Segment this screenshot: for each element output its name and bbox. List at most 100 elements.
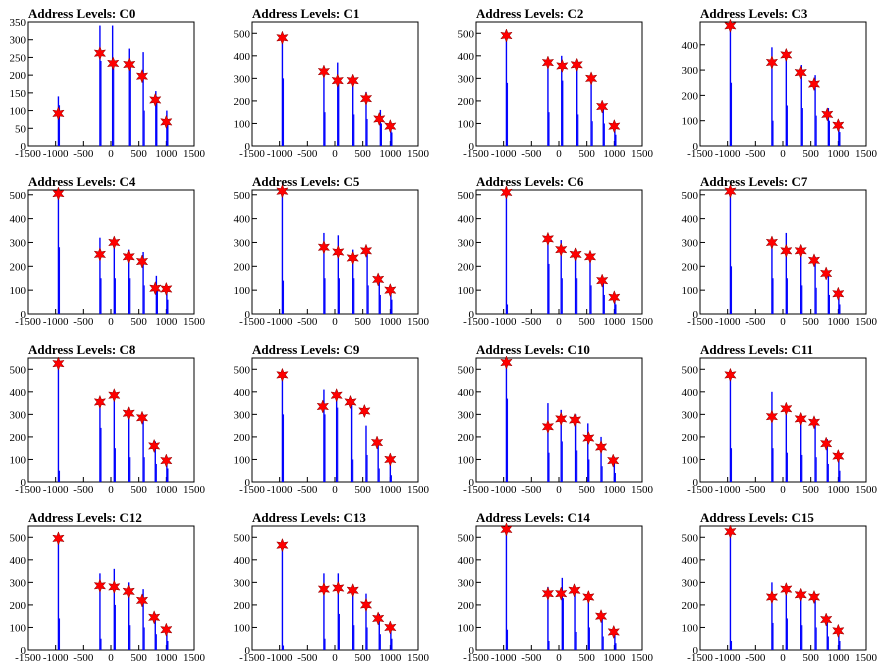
y-tick-label: 500 bbox=[458, 28, 475, 40]
peak-marker bbox=[794, 587, 807, 602]
peak-marker bbox=[93, 578, 107, 593]
x-tick-label: 1500 bbox=[183, 484, 206, 496]
peak-marker bbox=[346, 583, 359, 598]
y-tick-label: 500 bbox=[682, 364, 699, 376]
y-tick-label: 400 bbox=[458, 555, 475, 567]
peak-marker bbox=[541, 419, 555, 434]
y-tick-label: 0 bbox=[21, 309, 27, 321]
x-tick-label: 1500 bbox=[183, 148, 206, 160]
peak-marker bbox=[500, 355, 513, 370]
peak-marker bbox=[765, 55, 779, 70]
x-tick-label: 1000 bbox=[603, 316, 626, 328]
peak-marker bbox=[807, 76, 821, 92]
y-tick-label: 100 bbox=[234, 118, 251, 130]
x-tick-label: 500 bbox=[578, 148, 595, 160]
y-tick-label: 400 bbox=[458, 387, 475, 399]
x-tick-label: -1000 bbox=[267, 484, 293, 496]
y-tick-label: 150 bbox=[10, 88, 27, 100]
y-tick-label: 200 bbox=[10, 432, 27, 444]
peak-marker bbox=[317, 240, 331, 255]
x-tick-label: 500 bbox=[354, 652, 371, 664]
subplot-title: Address Levels: C1 bbox=[252, 6, 359, 21]
y-tick-label: 0 bbox=[21, 141, 27, 153]
y-tick-label: 0 bbox=[245, 477, 251, 489]
x-tick-label: 500 bbox=[802, 484, 819, 496]
subplot-title: Address Levels: C10 bbox=[476, 342, 590, 357]
y-tick-label: 100 bbox=[234, 454, 251, 466]
peak-marker bbox=[359, 243, 373, 259]
peak-marker bbox=[807, 253, 821, 268]
x-tick-label: -1500 bbox=[239, 652, 265, 664]
peak-marker bbox=[317, 581, 331, 597]
x-tick-label: 1000 bbox=[603, 148, 626, 160]
y-tick-label: 500 bbox=[234, 364, 251, 376]
y-tick-label: 200 bbox=[234, 96, 251, 108]
peak-marker bbox=[316, 399, 330, 414]
peak-marker bbox=[122, 406, 135, 421]
x-tick-label: -500 bbox=[73, 316, 94, 328]
subplot-title: Address Levels: C0 bbox=[28, 6, 135, 21]
subplot-title: Address Levels: C2 bbox=[476, 6, 583, 21]
y-tick-label: 200 bbox=[682, 432, 699, 444]
x-tick-label: 1500 bbox=[407, 484, 430, 496]
subplot-title: Address Levels: C14 bbox=[476, 510, 590, 525]
peak-marker bbox=[371, 611, 385, 626]
y-tick-label: 500 bbox=[682, 532, 699, 544]
y-tick-label: 50 bbox=[15, 123, 27, 135]
x-tick-label: 500 bbox=[130, 652, 147, 664]
x-tick-label: 500 bbox=[802, 316, 819, 328]
subplot-c7: Address Levels: C70100200300400500-1500-… bbox=[682, 174, 878, 328]
peak-marker bbox=[583, 249, 597, 264]
peak-marker bbox=[780, 243, 793, 259]
y-tick-label: 100 bbox=[458, 454, 475, 466]
subplot-c1: Address Levels: C10100200300400500-1500-… bbox=[234, 6, 430, 160]
y-tick-label: 0 bbox=[245, 645, 251, 657]
peak-marker bbox=[93, 45, 107, 61]
x-tick-label: -1000 bbox=[715, 148, 741, 160]
x-tick-label: 1000 bbox=[379, 316, 402, 328]
y-tick-label: 100 bbox=[458, 622, 475, 634]
peak-marker bbox=[819, 266, 833, 281]
x-tick-label: 1000 bbox=[155, 652, 178, 664]
y-tick-label: 300 bbox=[682, 577, 699, 589]
y-tick-label: 200 bbox=[682, 90, 699, 102]
y-tick-label: 0 bbox=[469, 141, 475, 153]
peak-marker bbox=[794, 411, 807, 427]
peak-marker bbox=[724, 524, 737, 539]
x-tick-label: -1000 bbox=[43, 316, 69, 328]
x-tick-label: -1000 bbox=[491, 148, 517, 160]
y-tick-label: 400 bbox=[682, 214, 699, 226]
peak-marker bbox=[724, 18, 737, 33]
x-tick-label: -500 bbox=[745, 652, 766, 664]
x-tick-label: -1500 bbox=[15, 148, 41, 160]
x-tick-label: 1000 bbox=[155, 316, 178, 328]
peak-marker bbox=[765, 409, 779, 424]
x-tick-label: -500 bbox=[297, 652, 318, 664]
peak-marker bbox=[780, 47, 793, 63]
peak-marker bbox=[135, 69, 149, 84]
y-tick-label: 300 bbox=[682, 65, 699, 77]
subplot-title: Address Levels: C3 bbox=[700, 6, 808, 21]
subplot-c15: Address Levels: C15 0 100 200 300 400 500 -1500… bbox=[682, 510, 878, 664]
peak-marker bbox=[359, 597, 373, 613]
peak-marker bbox=[568, 412, 582, 428]
x-tick-label: 500 bbox=[130, 148, 147, 160]
peak-marker bbox=[332, 244, 345, 260]
subplot-title: Address Levels: C9 bbox=[252, 342, 360, 357]
x-tick-label: 500 bbox=[130, 484, 147, 496]
x-tick-label: 1500 bbox=[183, 652, 206, 664]
peak-marker bbox=[122, 584, 135, 599]
peak-marker bbox=[147, 610, 161, 625]
x-tick-label: -1500 bbox=[687, 148, 713, 160]
peak-marker bbox=[384, 620, 397, 635]
peak-marker bbox=[541, 55, 555, 70]
peak-marker bbox=[276, 367, 289, 383]
plot-frame bbox=[27, 21, 195, 147]
peak-marker bbox=[765, 235, 779, 250]
peak-marker bbox=[160, 114, 173, 130]
peak-marker bbox=[541, 231, 555, 247]
plot-frame bbox=[27, 189, 195, 315]
y-tick-label: 500 bbox=[458, 364, 475, 376]
peak-marker bbox=[819, 436, 833, 451]
